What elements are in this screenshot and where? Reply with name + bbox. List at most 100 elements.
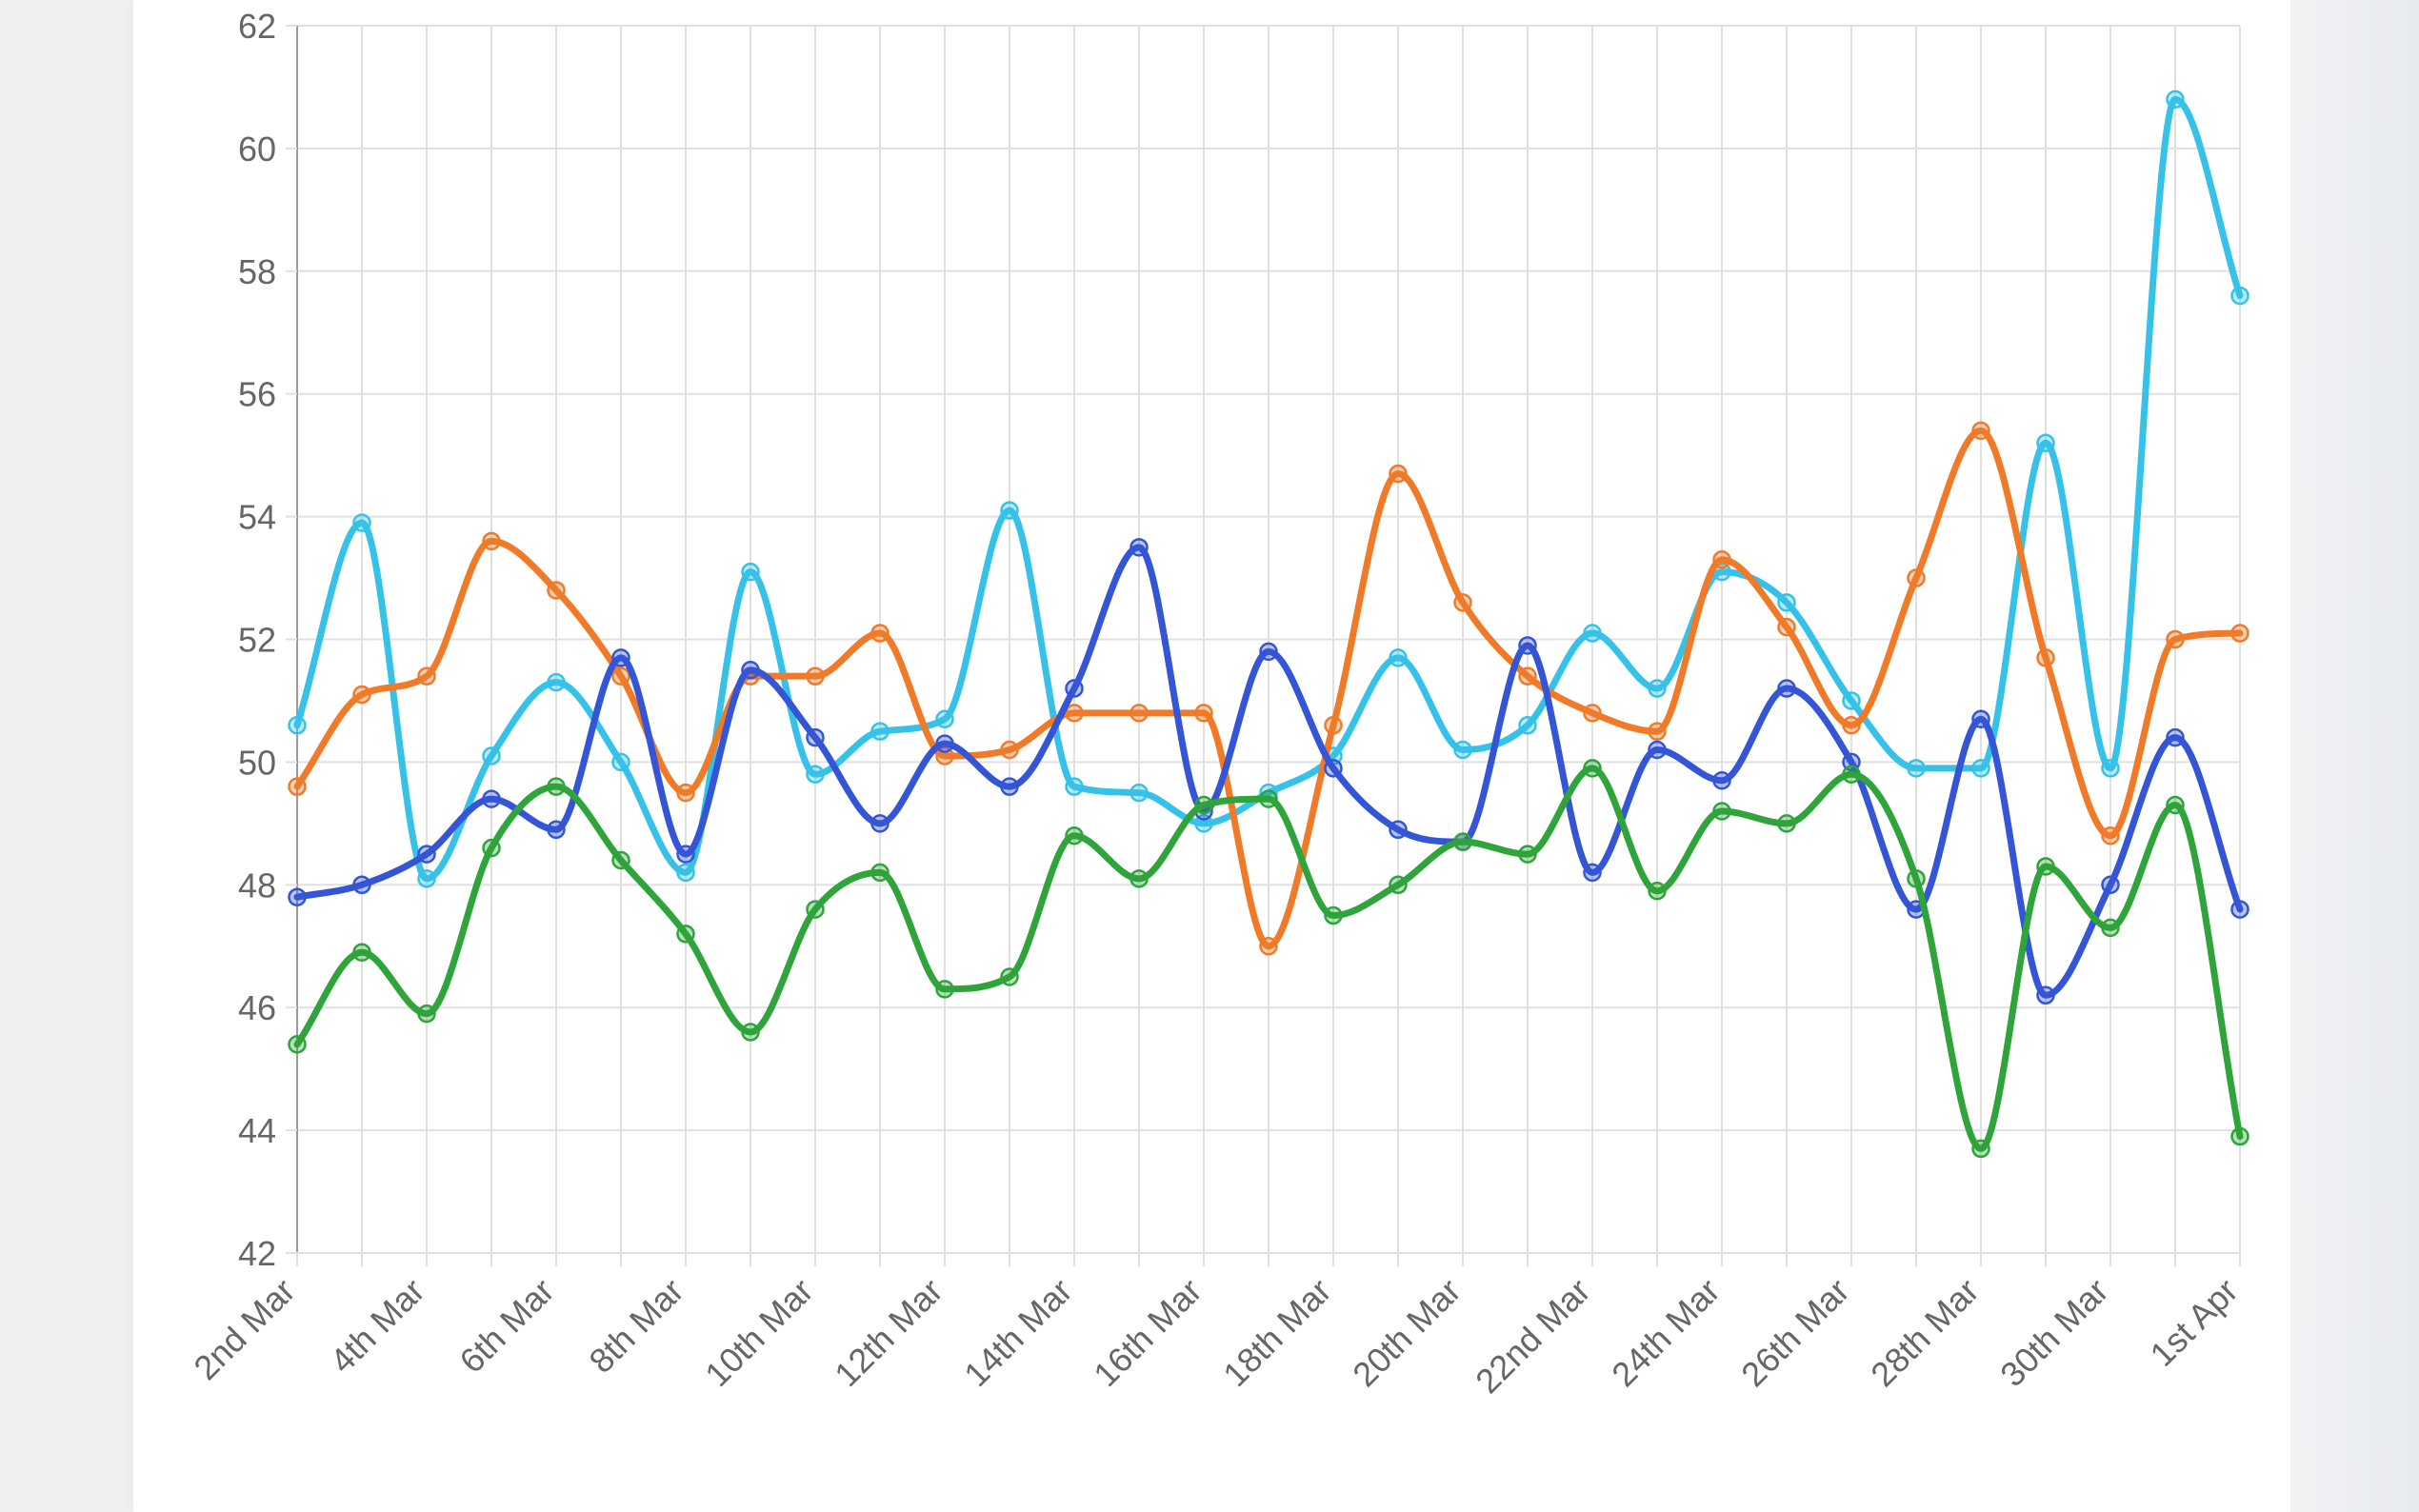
data-point[interactable]: [2166, 90, 2185, 109]
data-point[interactable]: [1324, 905, 1343, 925]
data-point[interactable]: [352, 943, 371, 962]
data-point[interactable]: [1712, 802, 1731, 821]
data-point[interactable]: [1648, 679, 1667, 698]
data-point[interactable]: [1907, 759, 1926, 778]
data-point[interactable]: [1259, 642, 1278, 662]
data-point[interactable]: [1259, 937, 1278, 956]
data-point[interactable]: [1583, 863, 1602, 883]
data-point[interactable]: [935, 980, 954, 999]
data-point[interactable]: [482, 838, 501, 858]
data-point[interactable]: [1000, 501, 1019, 520]
data-point[interactable]: [611, 850, 630, 870]
data-point[interactable]: [2166, 795, 2185, 815]
data-point[interactable]: [2101, 918, 2120, 938]
data-point[interactable]: [870, 722, 890, 741]
data-point[interactable]: [676, 783, 695, 803]
data-point[interactable]: [1712, 770, 1731, 790]
data-point[interactable]: [806, 727, 825, 747]
data-point[interactable]: [1842, 765, 1861, 785]
data-point[interactable]: [352, 685, 371, 705]
data-point[interactable]: [1130, 869, 1149, 888]
data-point[interactable]: [2036, 857, 2055, 876]
data-point[interactable]: [1842, 715, 1861, 735]
data-point[interactable]: [1453, 740, 1472, 760]
data-point[interactable]: [1971, 709, 1990, 729]
data-point[interactable]: [1777, 814, 1796, 833]
data-point[interactable]: [1389, 464, 1408, 484]
data-point[interactable]: [870, 624, 890, 643]
data-point[interactable]: [352, 513, 371, 532]
data-point[interactable]: [482, 531, 501, 551]
data-point[interactable]: [1842, 691, 1861, 710]
data-point[interactable]: [288, 715, 307, 735]
data-point[interactable]: [352, 875, 371, 895]
data-point[interactable]: [1389, 875, 1408, 895]
data-point[interactable]: [611, 666, 630, 686]
data-point[interactable]: [482, 789, 501, 808]
data-point[interactable]: [1389, 820, 1408, 840]
data-point[interactable]: [1389, 648, 1408, 667]
data-point[interactable]: [2036, 648, 2055, 667]
data-point[interactable]: [1583, 704, 1602, 723]
data-point[interactable]: [611, 752, 630, 772]
data-point[interactable]: [935, 709, 954, 729]
data-point[interactable]: [806, 900, 825, 919]
data-point[interactable]: [870, 863, 890, 883]
data-point[interactable]: [417, 845, 436, 864]
data-point[interactable]: [1777, 679, 1796, 698]
data-point[interactable]: [2101, 759, 2120, 778]
data-point[interactable]: [547, 820, 566, 840]
data-point[interactable]: [1648, 722, 1667, 741]
data-point[interactable]: [2230, 286, 2249, 306]
data-point[interactable]: [1518, 636, 1537, 655]
data-point[interactable]: [2101, 875, 2120, 895]
data-point[interactable]: [1130, 783, 1149, 803]
data-point[interactable]: [2036, 433, 2055, 453]
data-point[interactable]: [1971, 759, 1990, 778]
data-point[interactable]: [2230, 900, 2249, 919]
data-point[interactable]: [1065, 679, 1084, 698]
data-point[interactable]: [482, 746, 501, 766]
data-point[interactable]: [288, 887, 307, 906]
data-point[interactable]: [1000, 777, 1019, 796]
data-point[interactable]: [741, 1023, 760, 1042]
data-point[interactable]: [1000, 967, 1019, 986]
data-point[interactable]: [1065, 777, 1084, 796]
data-point[interactable]: [1971, 421, 1990, 441]
data-point[interactable]: [1518, 715, 1537, 735]
data-point[interactable]: [2036, 985, 2055, 1005]
data-point[interactable]: [676, 845, 695, 864]
data-point[interactable]: [547, 672, 566, 692]
data-point[interactable]: [1130, 704, 1149, 723]
data-point[interactable]: [1518, 666, 1537, 686]
data-point[interactable]: [547, 581, 566, 600]
data-point[interactable]: [2101, 826, 2120, 846]
data-point[interactable]: [1453, 832, 1472, 851]
data-point[interactable]: [806, 765, 825, 785]
data-point[interactable]: [1324, 715, 1343, 735]
data-point[interactable]: [2230, 624, 2249, 643]
data-point[interactable]: [1518, 845, 1537, 864]
data-point[interactable]: [417, 869, 436, 888]
data-point[interactable]: [1065, 704, 1084, 723]
data-point[interactable]: [1777, 617, 1796, 637]
data-point[interactable]: [2166, 629, 2185, 649]
data-point[interactable]: [1000, 740, 1019, 760]
data-point[interactable]: [417, 1004, 436, 1024]
data-point[interactable]: [288, 1035, 307, 1054]
data-point[interactable]: [676, 925, 695, 944]
data-point[interactable]: [1907, 568, 1926, 587]
data-point[interactable]: [1712, 549, 1731, 569]
data-point[interactable]: [288, 777, 307, 796]
data-point[interactable]: [1583, 759, 1602, 778]
data-point[interactable]: [741, 562, 760, 582]
data-point[interactable]: [2166, 727, 2185, 747]
data-point[interactable]: [870, 814, 890, 833]
data-point[interactable]: [1648, 740, 1667, 760]
data-point[interactable]: [547, 777, 566, 796]
data-point[interactable]: [1453, 593, 1472, 612]
data-point[interactable]: [1065, 826, 1084, 846]
data-point[interactable]: [1648, 881, 1667, 901]
data-point[interactable]: [741, 660, 760, 680]
data-point[interactable]: [417, 666, 436, 686]
